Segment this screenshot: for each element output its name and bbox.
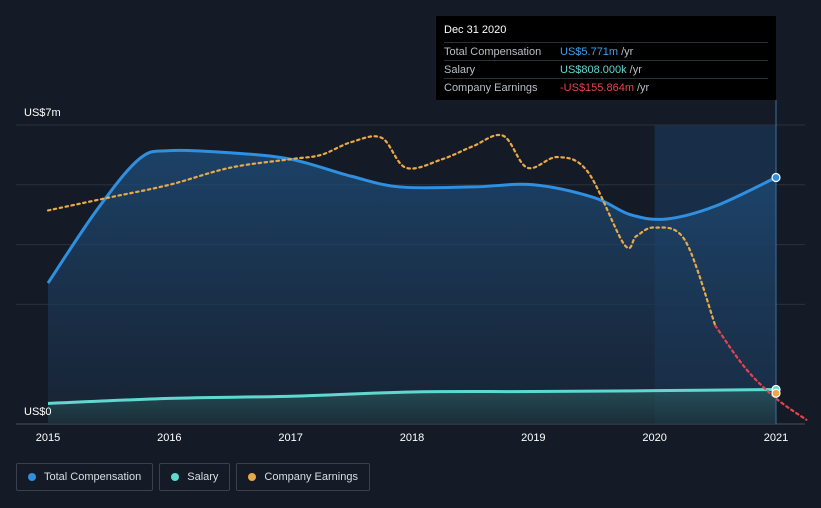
legend-label: Salary xyxy=(187,471,219,483)
x-tick-label: 2018 xyxy=(400,432,424,444)
legend-item-company-earnings[interactable]: Company Earnings xyxy=(236,463,370,491)
tooltip-value: -US$155.864m xyxy=(560,81,634,94)
y-axis-label-max: US$7m xyxy=(24,107,61,119)
legend-dot-icon xyxy=(171,473,180,481)
salary-line xyxy=(47,387,777,405)
x-tick-label: 2016 xyxy=(157,432,181,444)
company-earnings-line xyxy=(46,133,717,327)
legend-item-salary[interactable]: Salary xyxy=(159,463,231,491)
tooltip: Dec 31 2020 Total Compensation US$5.771m… xyxy=(436,16,776,100)
y-axis-label-min: US$0 xyxy=(24,406,52,418)
x-tick-label: 2015 xyxy=(36,432,60,444)
legend-dot-icon xyxy=(28,473,36,481)
tooltip-label: Salary xyxy=(444,63,476,76)
legend-item-total-compensation[interactable]: Total Compensation xyxy=(16,463,154,491)
legend-label: Company Earnings xyxy=(264,471,358,483)
tooltip-row-total-compensation: Total Compensation US$5.771m /yr xyxy=(444,42,768,60)
tooltip-unit: /yr xyxy=(629,63,642,76)
company-earnings-point[interactable] xyxy=(771,388,781,398)
tooltip-unit: /yr xyxy=(621,45,634,58)
tooltip-row-salary: Salary US$808.000k /yr xyxy=(444,60,768,78)
tooltip-row-company-earnings: Company Earnings -US$155.864m /yr xyxy=(444,78,768,96)
x-tick-label: 2020 xyxy=(642,432,666,444)
tooltip-value: US$5.771m xyxy=(560,45,619,58)
total-compensation-line xyxy=(46,148,777,284)
x-tick-label: 2021 xyxy=(764,432,788,444)
legend-label: Total Compensation xyxy=(44,471,142,483)
tooltip-label: Total Compensation xyxy=(444,45,542,58)
legend: Total Compensation Salary Company Earnin… xyxy=(16,463,370,493)
x-tick-label: 2019 xyxy=(521,432,545,444)
legend-dot-icon xyxy=(248,473,257,481)
total-compensation-area xyxy=(48,150,776,424)
x-axis-ticks: 2015 2016 2017 2018 2019 2020 2021 xyxy=(36,432,788,444)
tooltip-unit: /yr xyxy=(637,81,650,94)
x-tick-label: 2017 xyxy=(278,432,302,444)
tooltip-date: Dec 31 2020 xyxy=(444,24,507,36)
company-earnings-negative-line xyxy=(714,324,808,421)
total-compensation-point[interactable] xyxy=(771,172,781,183)
tooltip-value: US$808.000k xyxy=(560,63,627,76)
tooltip-label: Company Earnings xyxy=(444,81,538,94)
